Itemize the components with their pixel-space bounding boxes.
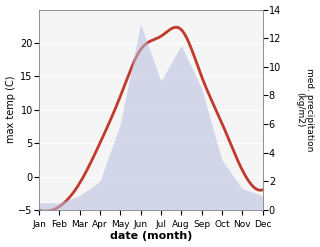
Y-axis label: max temp (C): max temp (C) [5,76,16,144]
X-axis label: date (month): date (month) [109,231,192,242]
Y-axis label: med. precipitation
(kg/m2): med. precipitation (kg/m2) [295,68,315,151]
